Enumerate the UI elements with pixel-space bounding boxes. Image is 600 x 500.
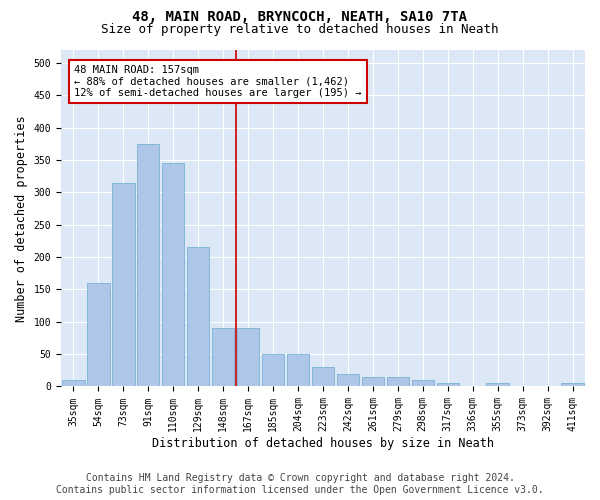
Bar: [137, 144, 160, 386]
Text: 48 MAIN ROAD: 157sqm
← 88% of detached houses are smaller (1,462)
12% of semi-de: 48 MAIN ROAD: 157sqm ← 88% of detached h…: [74, 65, 361, 98]
Text: Contains HM Land Registry data © Crown copyright and database right 2024.
Contai: Contains HM Land Registry data © Crown c…: [56, 474, 544, 495]
Bar: [187, 248, 209, 386]
Bar: [337, 374, 359, 386]
Bar: [287, 354, 309, 386]
Bar: [87, 283, 110, 387]
Bar: [262, 354, 284, 386]
Bar: [237, 328, 259, 386]
Text: 48, MAIN ROAD, BRYNCOCH, NEATH, SA10 7TA: 48, MAIN ROAD, BRYNCOCH, NEATH, SA10 7TA: [133, 10, 467, 24]
Bar: [437, 383, 459, 386]
X-axis label: Distribution of detached houses by size in Neath: Distribution of detached houses by size …: [152, 437, 494, 450]
Y-axis label: Number of detached properties: Number of detached properties: [15, 115, 28, 322]
Bar: [487, 383, 509, 386]
Bar: [362, 377, 384, 386]
Bar: [112, 182, 134, 386]
Bar: [386, 377, 409, 386]
Bar: [312, 367, 334, 386]
Bar: [212, 328, 235, 386]
Bar: [412, 380, 434, 386]
Bar: [561, 383, 584, 386]
Text: Size of property relative to detached houses in Neath: Size of property relative to detached ho…: [101, 22, 499, 36]
Bar: [162, 163, 184, 386]
Bar: [62, 380, 85, 386]
